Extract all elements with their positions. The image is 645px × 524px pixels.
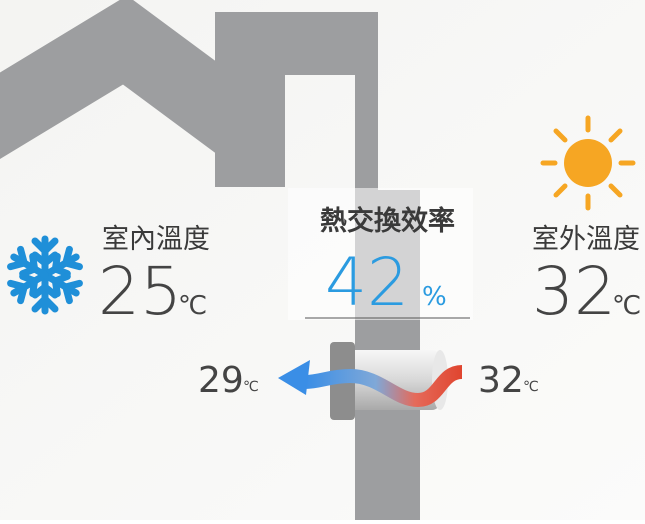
efficiency-label: 熱交換效率 [320, 205, 455, 237]
indoor-unit: ℃ [178, 291, 207, 321]
indoor-value: 25 [98, 253, 182, 330]
snowflake-icon [9, 235, 81, 311]
indoor-label: 室內溫度 [102, 224, 210, 255]
heat-exchanger [278, 342, 463, 420]
outdoor-label: 室外溫度 [532, 224, 640, 255]
intake-value: 32 [478, 360, 524, 401]
exhaust-unit: ℃ [243, 379, 259, 395]
outdoor-unit: ℃ [612, 291, 641, 321]
efficiency-panel [288, 188, 473, 320]
intake-unit: ℃ [523, 379, 539, 395]
efficiency-value: 42 [325, 244, 409, 321]
outdoor-value: 32 [532, 253, 616, 330]
sun-icon [540, 115, 636, 211]
efficiency-unit: % [422, 282, 447, 312]
exhaust-value: 29 [198, 360, 244, 401]
